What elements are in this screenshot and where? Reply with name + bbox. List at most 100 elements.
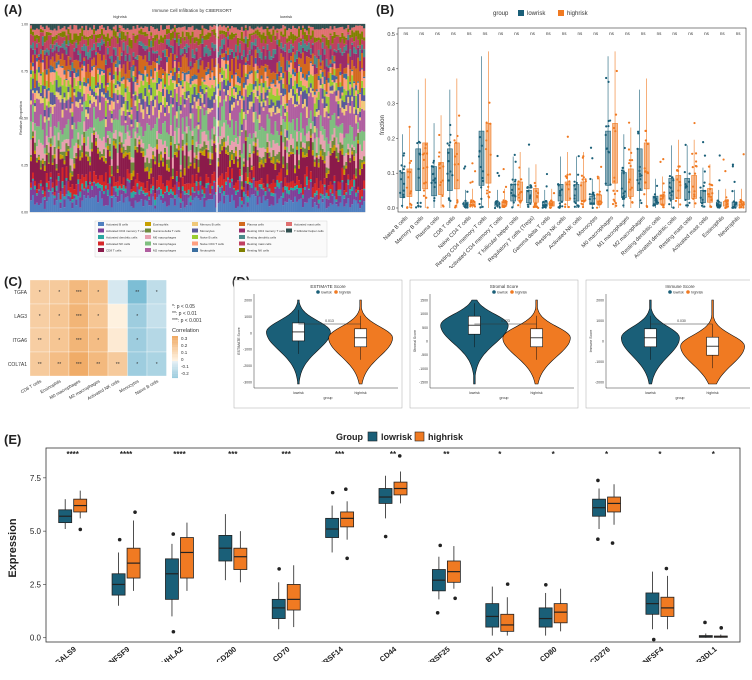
panel-a-bar-segment	[244, 130, 247, 138]
panel-d-ytick-label: -2000	[243, 364, 252, 368]
panel-a-bar-segment	[209, 32, 212, 37]
panel-a-bar-segment	[49, 178, 52, 192]
panel-a-bar-segment	[106, 102, 110, 131]
panel-a-bar-segment	[160, 24, 163, 26]
panel-b-frame	[397, 27, 747, 213]
panel-e-box	[233, 547, 248, 570]
panel-a-bar-segment	[309, 179, 312, 182]
panel-a-bar-segment	[278, 80, 281, 84]
panel-a-bar-segment	[59, 24, 62, 30]
panel-a-bar-segment	[71, 44, 74, 63]
panel-a-bar-segment	[351, 44, 354, 61]
panel-a-bar-segment	[260, 78, 263, 83]
panel-c-cell-star: *	[97, 338, 99, 344]
panel-a-bar-segment	[244, 183, 247, 195]
panel-a-bar-segment	[280, 76, 283, 80]
panel-a-bar-segment	[250, 138, 253, 154]
panel-a-bar-segment	[215, 58, 218, 66]
panel-a-bar-segment	[53, 24, 56, 29]
panel-a-bar-segment	[315, 205, 318, 212]
panel-b-point	[432, 159, 435, 162]
panel-a-bar-segment	[327, 151, 330, 169]
panel-a-bar-segment	[120, 107, 123, 116]
panel-b-point	[628, 159, 631, 162]
panel-a-bar-segment	[268, 24, 271, 30]
panel-a-bar-segment	[47, 55, 50, 69]
panel-a-bar-segment	[355, 168, 358, 177]
panel-a-bar-segment	[341, 86, 344, 93]
panel-a-bar-segment	[341, 55, 344, 75]
panel-a-bar-segment	[272, 71, 275, 80]
panel-a-bar-segment	[79, 197, 82, 208]
panel-a-bar-segment	[152, 99, 155, 107]
panel-a-bar-segment	[167, 94, 171, 106]
panel-a-bar-segment	[177, 77, 180, 84]
panel-a-bar-segment	[164, 39, 167, 50]
panel-a-bar-segment	[327, 185, 330, 197]
panel-a-bar-segment	[167, 33, 171, 40]
panel-a-bar-segment	[288, 64, 291, 68]
panel-a-bar-segment	[351, 87, 354, 97]
panel-a-bar-segment	[87, 93, 90, 108]
panel-c-gradient-step	[172, 375, 178, 377]
panel-b-point	[738, 206, 741, 209]
panel-a-bar-segment	[142, 148, 145, 152]
panel-a-bar-segment	[134, 76, 137, 82]
panel-a-bar-segment	[274, 35, 277, 41]
panel-a-bar-segment	[221, 30, 224, 34]
panel-d-legend-high-key	[686, 290, 690, 294]
panel-a-bar-segment	[262, 188, 265, 191]
panel-a-bar-segment	[112, 35, 115, 48]
panel-c-row-label: LAG3	[14, 314, 27, 320]
panel-a-bar-segment	[118, 176, 121, 186]
panel-a-bar-segment	[209, 88, 212, 100]
panel-a-bar-segment	[268, 118, 271, 142]
panel-a-bar-segment	[232, 153, 236, 160]
panel-a-bar-segment	[57, 176, 60, 181]
panel-a-bar-segment	[158, 103, 161, 110]
panel-a-bar-segment	[51, 187, 54, 192]
panel-a-bar-segment	[71, 184, 74, 200]
panel-a-bar-segment	[177, 186, 180, 190]
panel-a-bar-segment	[315, 37, 318, 42]
panel-a-bar-segment	[343, 195, 346, 199]
panel-a-bar-segment	[152, 155, 155, 160]
panel-d-xtick-label: lowrisk	[469, 391, 480, 395]
panel-c-gradient-step	[172, 338, 178, 341]
panel-b-point	[419, 153, 422, 156]
panel-a-bar-segment	[138, 74, 141, 88]
panel-a-bar-segment	[223, 122, 226, 138]
panel-a-bar-segment	[282, 25, 285, 35]
panel-a-bar-segment	[128, 82, 131, 92]
panel-b-point	[526, 186, 529, 189]
panel-a-bar-segment	[175, 127, 178, 146]
panel-a-bar-segment	[160, 42, 163, 58]
panel-a-bar-segment	[294, 107, 297, 131]
panel-a-bar-segment	[227, 177, 230, 180]
panel-a-bar-segment	[238, 197, 242, 212]
panel-a-bar-segment	[303, 43, 307, 51]
panel-a-bar-segment	[97, 117, 100, 135]
panel-a-bar-segment	[130, 39, 133, 49]
panel-a-bar-segment	[43, 69, 46, 86]
panel-a-bar-segment	[309, 135, 312, 138]
panel-a-bar-segment	[284, 121, 287, 130]
panel-a-bar-segment	[108, 110, 111, 132]
panel-a-bar-segment	[104, 92, 108, 98]
panel-a-bar-segment	[357, 203, 360, 212]
panel-a-bar-segment	[203, 193, 206, 198]
panel-a-bar-segment	[175, 28, 178, 33]
panel-a-bar-segment	[63, 40, 66, 50]
panel-a-bar-segment	[134, 66, 137, 77]
panel-a-bar-segment	[171, 24, 175, 29]
panel-a-bar-segment	[199, 57, 202, 60]
panel-a-bar-segment	[130, 24, 133, 30]
panel-a-bar-segment	[323, 108, 326, 118]
panel-a-bar-segment	[242, 30, 245, 39]
panel-b-point	[738, 203, 741, 207]
panel-a-bar-segment	[110, 207, 113, 212]
panel-a-bar-segment	[238, 83, 242, 86]
panel-a-bar-segment	[325, 96, 328, 104]
panel-a-bar-segment	[347, 53, 350, 64]
panel-a-bar-segment	[355, 192, 358, 197]
